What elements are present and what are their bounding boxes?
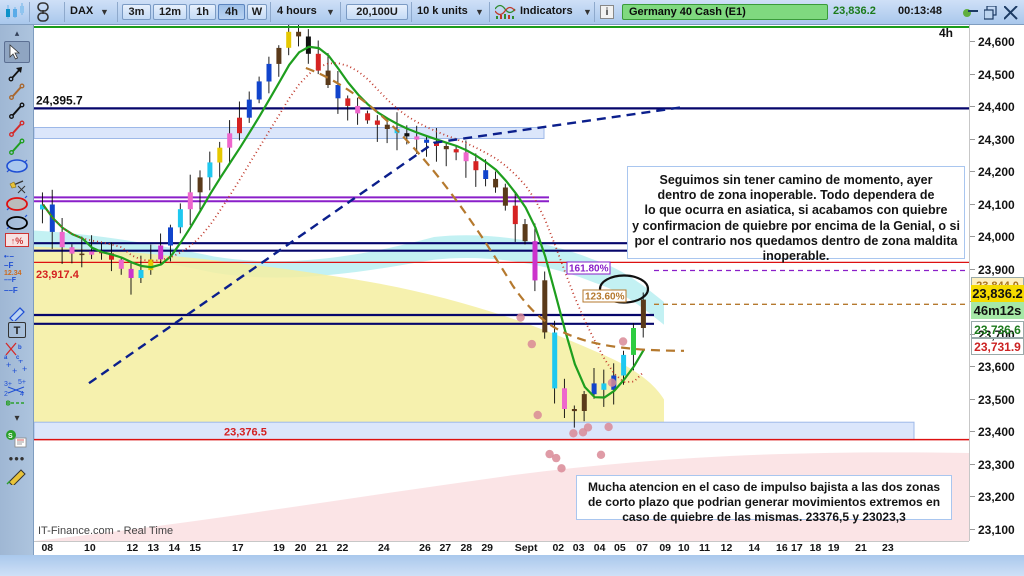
svg-text:c: c bbox=[16, 355, 20, 359]
svg-text:24,395.7: 24,395.7 bbox=[36, 93, 83, 107]
svg-text:S: S bbox=[8, 433, 13, 440]
svg-text:5+: 5+ bbox=[18, 379, 26, 386]
svg-text:IT-Finance.com - Real Time: IT-Finance.com - Real Time bbox=[38, 525, 173, 537]
svg-text:123.60%: 123.60% bbox=[585, 292, 625, 303]
svg-text:23,917.4: 23,917.4 bbox=[36, 269, 80, 281]
svg-text:+: + bbox=[6, 360, 11, 370]
svg-text:161.80%: 161.80% bbox=[569, 264, 609, 275]
svg-text:+: + bbox=[12, 366, 17, 376]
svg-text:23,376.5: 23,376.5 bbox=[224, 427, 267, 439]
svg-text:4: 4 bbox=[20, 391, 24, 396]
svg-text:+: + bbox=[22, 364, 27, 374]
svg-text:2: 2 bbox=[4, 391, 8, 396]
svg-text:b: b bbox=[18, 345, 22, 351]
svg-text:3+: 3+ bbox=[4, 381, 12, 388]
svg-text:a: a bbox=[4, 355, 8, 359]
svg-text:4h: 4h bbox=[939, 26, 953, 40]
